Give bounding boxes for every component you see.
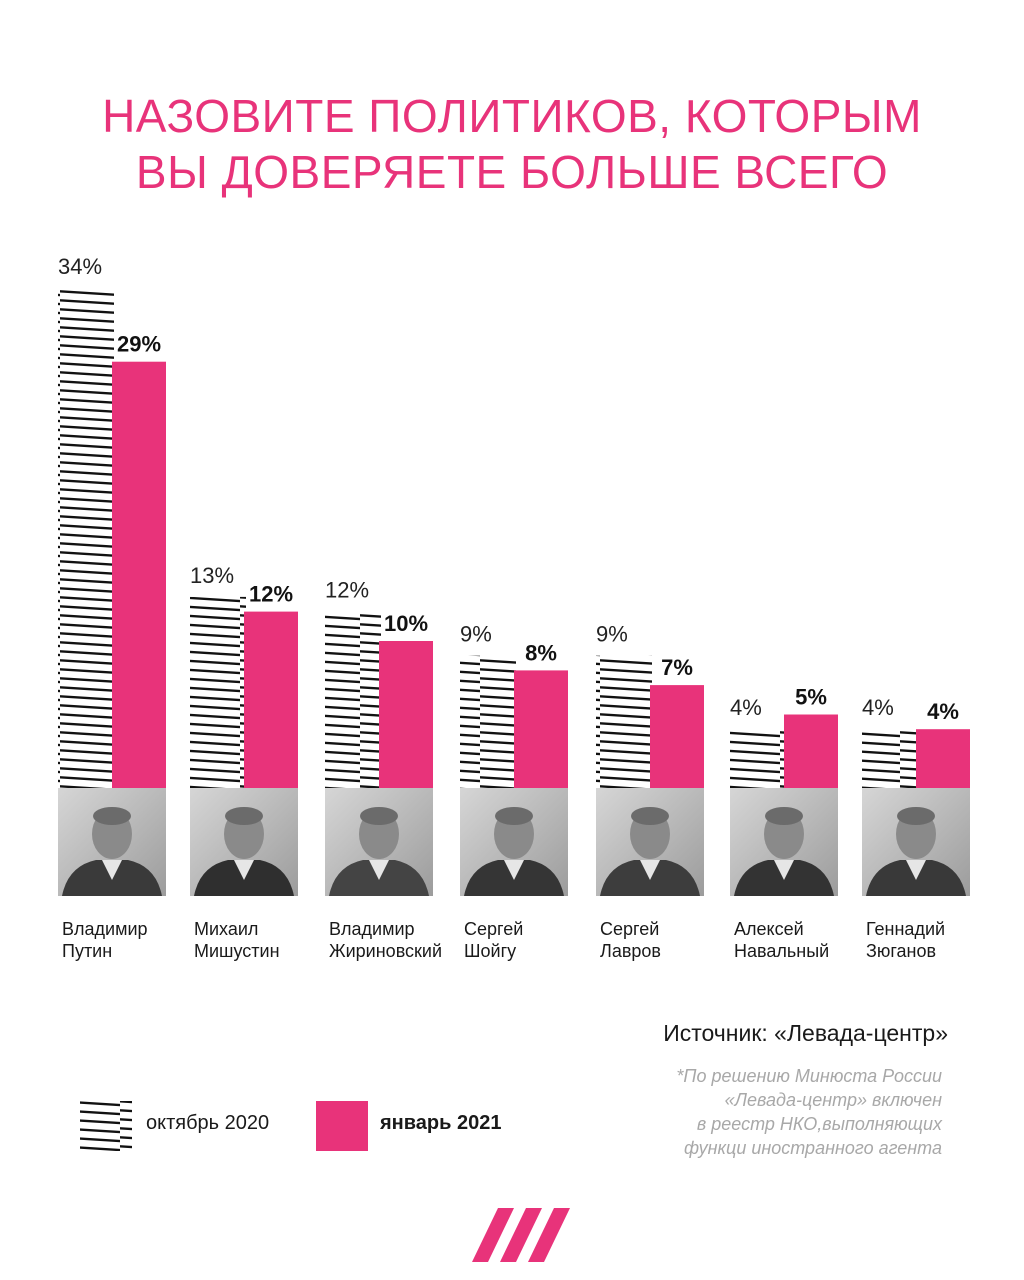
value-label-january: 5% — [795, 685, 827, 710]
title-line-2: ВЫ ДОВЕРЯЕТЕ БОЛЬШЕ ВСЕГО — [135, 146, 889, 198]
politician-name: Геннадий Зюганов — [866, 919, 946, 961]
value-label-january: 8% — [525, 640, 557, 665]
bar-january-2021 — [916, 729, 970, 788]
value-label-october: 4% — [862, 695, 894, 720]
politician-name: Владимир Жириновский — [329, 919, 443, 961]
value-label-october: 12% — [325, 578, 369, 603]
value-label-january: 10% — [384, 611, 428, 636]
bar-october-2020 — [58, 288, 114, 788]
portrait-photo-icon — [190, 788, 298, 896]
value-label-january: 7% — [661, 655, 693, 680]
note-line: «Левада-центр» включен — [724, 1090, 942, 1110]
bar-january-2021 — [514, 670, 568, 788]
bar-october-2020 — [730, 729, 786, 788]
bar-january-2021 — [650, 685, 704, 788]
bar-january-2021 — [112, 361, 166, 788]
bar-october-2020 — [325, 611, 381, 788]
politician-name: Алексей Навальный — [734, 919, 830, 961]
politician-name: Сергей Лавров — [600, 919, 661, 961]
bar-january-2021 — [379, 641, 433, 788]
bar-october-2020 — [190, 596, 246, 788]
bar-october-2020 — [596, 655, 652, 788]
value-label-october: 4% — [730, 695, 762, 720]
portrait-photo-icon — [862, 788, 970, 896]
portrait-photo-icon — [58, 788, 166, 896]
note-line: в реестр НКО,выполняющих — [696, 1114, 942, 1134]
value-label-january: 12% — [249, 582, 293, 607]
politician-name: Михаил Мишустин — [194, 919, 280, 961]
bar-january-2021 — [784, 714, 838, 788]
politician-name: Сергей Шойгу — [464, 919, 524, 961]
value-label-october: 9% — [596, 622, 628, 647]
politician-name: Владимир Путин — [62, 919, 148, 961]
legend-october-swatch — [80, 1101, 132, 1151]
value-label-october: 34% — [58, 254, 102, 279]
value-label-october: 13% — [190, 563, 234, 588]
note-line: функци иностранного агента — [683, 1138, 942, 1158]
portrait-photo-icon — [596, 788, 704, 896]
note-line: *По решению Минюста России — [676, 1066, 942, 1086]
legend-january-swatch — [316, 1101, 368, 1151]
dozhd-logo-icon — [472, 1208, 570, 1262]
value-label-january: 29% — [117, 332, 161, 357]
legal-note: *По решению Минюста России «Левада-центр… — [602, 1064, 942, 1160]
portrait-photo-icon — [460, 788, 568, 896]
bar-october-2020 — [862, 729, 918, 788]
portrait-photo-icon — [325, 788, 433, 896]
value-label-january: 4% — [927, 699, 959, 724]
chart-title: НАЗОВИТЕ ПОЛИТИКОВ, КОТОРЫМ ВЫ ДОВЕРЯЕТЕ… — [0, 88, 1024, 200]
value-label-october: 9% — [460, 622, 492, 647]
title-line-1: НАЗОВИТЕ ПОЛИТИКОВ, КОТОРЫМ — [102, 90, 922, 142]
bar-october-2020 — [460, 655, 516, 788]
legend-january-label: январь 2021 — [380, 1112, 502, 1134]
portrait-photo-icon — [730, 788, 838, 896]
bar-january-2021 — [244, 611, 298, 788]
legend-october-label: октябрь 2020 — [146, 1112, 270, 1134]
source-text: Источник: «Левада-центр» — [663, 1020, 948, 1046]
